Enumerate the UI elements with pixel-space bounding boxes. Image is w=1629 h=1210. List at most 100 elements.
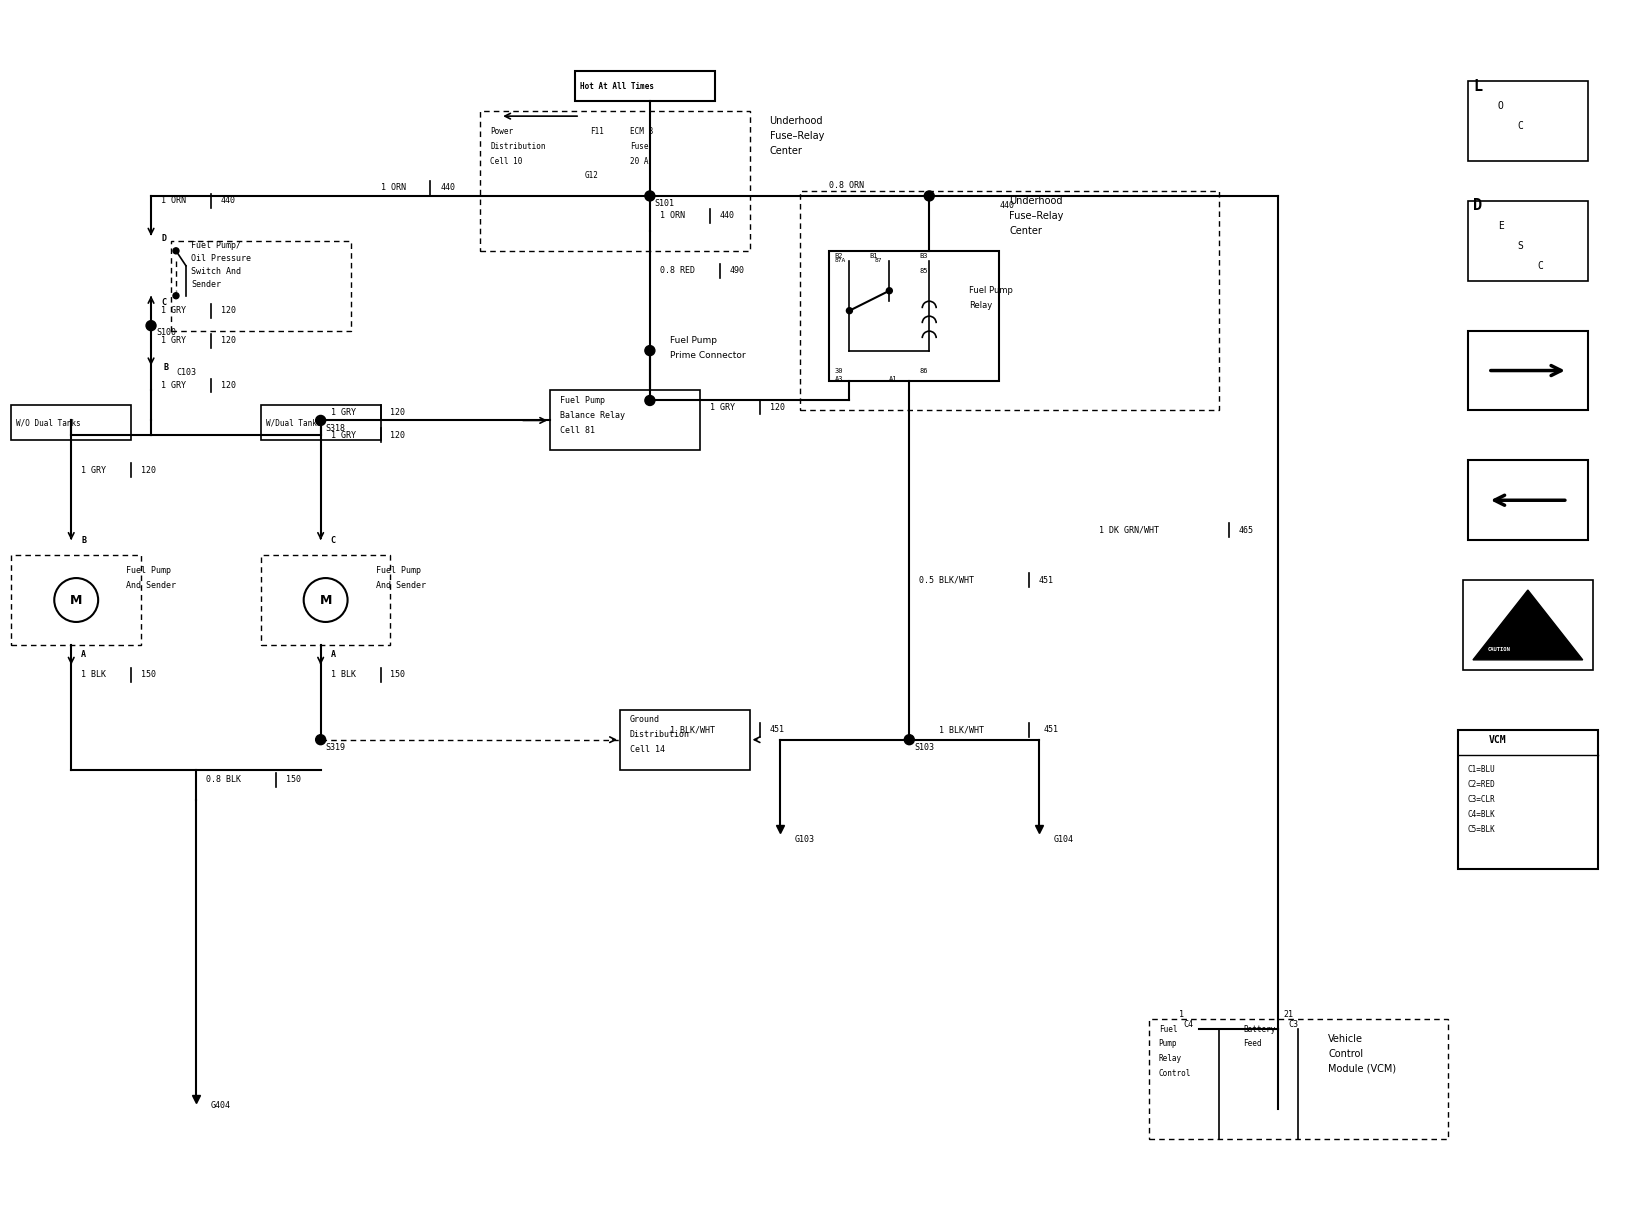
Text: Center: Center [769,146,803,156]
Text: 440: 440 [440,184,456,192]
Text: 440: 440 [222,196,236,206]
Text: Fuel Pump: Fuel Pump [125,565,171,575]
Text: 1 GRY: 1 GRY [331,408,355,417]
Text: 86: 86 [919,368,929,374]
Text: C1=BLU: C1=BLU [1468,765,1495,774]
Text: 1 ORN: 1 ORN [660,212,684,220]
Bar [800,191,1218,410]
Text: 0.8 ORN: 0.8 ORN [829,182,865,190]
Text: 465: 465 [1238,525,1253,535]
Text: S318: S318 [326,424,345,433]
Text: C2=RED: C2=RED [1468,780,1495,789]
Text: B: B [163,363,168,371]
Text: Control: Control [1328,1049,1363,1059]
Text: W/O Dual Tanks: W/O Dual Tanks [16,419,81,428]
Bar [621,710,749,770]
Text: 1 GRY: 1 GRY [161,381,186,390]
Text: And Sender: And Sender [376,581,425,589]
Text: VCM: VCM [1489,734,1507,744]
Bar [171,241,350,330]
Text: Relay: Relay [969,301,992,310]
Text: D: D [161,235,166,243]
Text: 120: 120 [391,431,406,440]
Bar [551,391,700,450]
Text: C: C [331,536,336,544]
Text: C: C [1538,261,1544,271]
Circle shape [173,293,179,299]
Text: C: C [161,298,166,307]
Text: 440: 440 [720,212,735,220]
Text: 150: 150 [142,670,156,679]
Text: L: L [1473,79,1482,93]
Text: 440: 440 [999,201,1015,211]
Text: B1: B1 [870,253,878,259]
Text: 0.8 BLK: 0.8 BLK [205,776,241,784]
Text: E: E [1499,221,1504,231]
Bar [1148,1019,1448,1139]
Circle shape [904,734,914,744]
Circle shape [316,734,326,744]
Text: W/Dual Tanks: W/Dual Tanks [266,419,321,428]
Text: Oil Pressure: Oil Pressure [191,254,251,264]
Text: 1 GRY: 1 GRY [161,336,186,345]
Text: Control: Control [1158,1070,1191,1078]
Text: C3: C3 [1289,1020,1298,1028]
Circle shape [886,288,893,294]
Text: S101: S101 [655,200,674,208]
Circle shape [847,307,852,313]
Text: 21: 21 [1284,1009,1293,1019]
Text: B: B [81,536,86,544]
Text: 150: 150 [391,670,406,679]
Text: Pump: Pump [1158,1039,1178,1049]
Text: Ground: Ground [630,715,660,725]
Text: 1 GRY: 1 GRY [331,431,355,440]
Text: 1 BLK: 1 BLK [81,670,106,679]
Text: M: M [70,594,83,606]
Text: A3: A3 [834,375,842,381]
Text: Fuse–Relay: Fuse–Relay [769,131,824,142]
Bar [261,405,381,440]
Text: Fuel Pump: Fuel Pump [670,336,717,345]
Text: D: D [1473,198,1482,213]
Bar [1468,81,1588,161]
Bar [1458,730,1598,870]
Text: Feed: Feed [1243,1039,1262,1049]
Text: And Sender: And Sender [125,581,176,589]
Text: 0.5 BLK/WHT: 0.5 BLK/WHT [919,576,974,584]
Text: Hot At All Times: Hot At All Times [580,82,655,91]
Text: CAUTION: CAUTION [1487,647,1510,652]
Text: C103: C103 [176,368,195,378]
Circle shape [173,248,179,254]
Text: C: C [1518,121,1523,131]
Bar [261,555,391,645]
Bar [11,405,130,440]
Text: Balance Relay: Balance Relay [560,411,626,420]
Bar [11,555,142,645]
Circle shape [645,191,655,201]
Text: Fuel Pump/: Fuel Pump/ [191,241,241,250]
Text: 451: 451 [769,725,785,734]
Bar [829,250,999,380]
Text: Vehicle: Vehicle [1328,1035,1363,1044]
Text: A: A [81,651,86,659]
Bar [575,71,715,102]
Text: G104: G104 [1054,835,1074,843]
Text: S319: S319 [326,743,345,753]
Text: Fuel Pump: Fuel Pump [376,565,420,575]
Text: Cell 14: Cell 14 [630,745,665,754]
Bar [1468,330,1588,410]
Text: 120: 120 [391,408,406,417]
Text: 451: 451 [1039,576,1054,584]
Text: Fuse–Relay: Fuse–Relay [1008,211,1064,221]
Text: F11: F11 [590,127,604,136]
Circle shape [147,321,156,330]
Text: B2: B2 [834,253,842,259]
Text: Cell 81: Cell 81 [560,426,595,434]
Text: 1 GRY: 1 GRY [161,306,186,315]
Text: 1 ORN: 1 ORN [381,184,406,192]
Text: Distribution: Distribution [490,142,546,150]
Text: 85: 85 [919,267,929,273]
Text: 120: 120 [769,403,785,411]
Text: Power: Power [490,127,513,136]
Text: S103: S103 [914,743,935,753]
